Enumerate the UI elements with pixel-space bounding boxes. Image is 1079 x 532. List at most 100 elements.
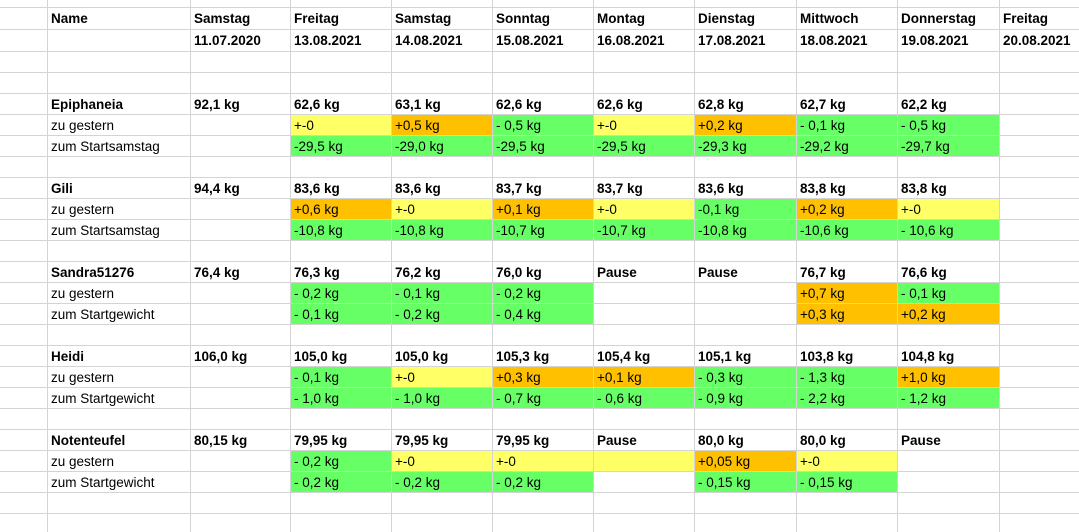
empty-cell[interactable] xyxy=(291,409,392,430)
weight-cell[interactable]: 104,8 kg xyxy=(898,346,1000,367)
empty-cell[interactable] xyxy=(493,493,594,514)
empty-cell[interactable] xyxy=(0,220,48,241)
weight-cell[interactable]: 62,6 kg xyxy=(493,94,594,115)
empty-cell[interactable] xyxy=(797,0,898,8)
empty-cell[interactable] xyxy=(695,73,797,94)
total-cell[interactable] xyxy=(695,304,797,325)
diff-cell[interactable] xyxy=(191,283,291,304)
person-name[interactable]: Epiphaneia xyxy=(48,94,191,115)
diff-cell[interactable]: +0,2 kg xyxy=(695,115,797,136)
total-cell[interactable] xyxy=(1000,472,1079,493)
diff-cell[interactable]: +-0 xyxy=(291,115,392,136)
total-cell[interactable]: +0,2 kg xyxy=(898,304,1000,325)
diff-cell[interactable] xyxy=(191,451,291,472)
diff-cell[interactable] xyxy=(1000,367,1079,388)
diff-cell[interactable] xyxy=(1000,283,1079,304)
empty-cell[interactable] xyxy=(191,514,291,532)
total-cell[interactable]: - 1,0 kg xyxy=(392,388,493,409)
total-cell[interactable]: -29,5 kg xyxy=(594,136,695,157)
empty-cell[interactable] xyxy=(594,73,695,94)
empty-cell[interactable] xyxy=(594,52,695,73)
diff-cell[interactable]: +0,3 kg xyxy=(493,367,594,388)
empty-cell[interactable] xyxy=(392,514,493,532)
empty-cell[interactable] xyxy=(898,52,1000,73)
empty-cell[interactable] xyxy=(0,199,48,220)
person-name[interactable]: Gili xyxy=(48,178,191,199)
weight-cell[interactable]: 83,6 kg xyxy=(695,178,797,199)
empty-cell[interactable] xyxy=(0,388,48,409)
empty-cell[interactable] xyxy=(0,409,48,430)
empty-cell[interactable] xyxy=(695,0,797,8)
diff-cell[interactable]: - 0,5 kg xyxy=(493,115,594,136)
empty-cell[interactable] xyxy=(0,304,48,325)
empty-cell[interactable] xyxy=(191,52,291,73)
empty-cell[interactable] xyxy=(898,409,1000,430)
total-cell[interactable]: - 2,2 kg xyxy=(797,388,898,409)
diff-cell[interactable]: - 0,3 kg xyxy=(695,367,797,388)
weight-cell[interactable]: 83,6 kg xyxy=(291,178,392,199)
weight-cell[interactable]: 80,0 kg xyxy=(695,430,797,451)
empty-cell[interactable] xyxy=(0,73,48,94)
empty-cell[interactable] xyxy=(797,157,898,178)
diff-cell[interactable]: +-0 xyxy=(493,451,594,472)
weight-cell[interactable]: 105,0 kg xyxy=(392,346,493,367)
total-cell[interactable]: -10,8 kg xyxy=(695,220,797,241)
weight-cell[interactable]: 76,6 kg xyxy=(898,262,1000,283)
total-cell[interactable]: - 0,2 kg xyxy=(392,304,493,325)
diff-cell[interactable]: - 0,5 kg xyxy=(898,115,1000,136)
total-cell[interactable] xyxy=(191,472,291,493)
weight-cell[interactable]: 62,6 kg xyxy=(291,94,392,115)
header-date[interactable]: 16.08.2021 xyxy=(594,30,695,52)
empty-cell[interactable] xyxy=(0,30,48,52)
total-cell[interactable] xyxy=(1000,304,1079,325)
diff-cell[interactable]: +-0 xyxy=(392,367,493,388)
total-label[interactable]: zum Startsamstag xyxy=(48,220,191,241)
empty-cell[interactable] xyxy=(191,493,291,514)
empty-cell[interactable] xyxy=(0,241,48,262)
empty-cell[interactable] xyxy=(191,0,291,8)
total-cell[interactable] xyxy=(191,136,291,157)
person-name[interactable]: Heidi xyxy=(48,346,191,367)
empty-cell[interactable] xyxy=(594,241,695,262)
header-date[interactable]: 11.07.2020 xyxy=(191,30,291,52)
diff-cell[interactable]: +0,1 kg xyxy=(493,199,594,220)
total-cell[interactable]: - 0,2 kg xyxy=(493,472,594,493)
header-day[interactable]: Dienstag xyxy=(695,8,797,30)
total-cell[interactable]: -10,7 kg xyxy=(594,220,695,241)
total-cell[interactable]: -29,3 kg xyxy=(695,136,797,157)
diff-cell[interactable]: +-0 xyxy=(898,199,1000,220)
weight-cell[interactable]: 105,0 kg xyxy=(291,346,392,367)
header-day[interactable]: Mittwoch xyxy=(797,8,898,30)
empty-cell[interactable] xyxy=(48,493,191,514)
diff-cell[interactable] xyxy=(898,451,1000,472)
total-label[interactable]: zum Startgewicht xyxy=(48,472,191,493)
total-cell[interactable]: -10,7 kg xyxy=(493,220,594,241)
empty-cell[interactable] xyxy=(291,52,392,73)
total-cell[interactable]: - 10,6 kg xyxy=(898,220,1000,241)
empty-cell[interactable] xyxy=(1000,241,1079,262)
empty-cell[interactable] xyxy=(797,493,898,514)
weight-cell[interactable]: 83,7 kg xyxy=(493,178,594,199)
total-label[interactable]: zum Startgewicht xyxy=(48,304,191,325)
empty-cell[interactable] xyxy=(0,94,48,115)
empty-cell[interactable] xyxy=(493,241,594,262)
total-cell[interactable]: -10,8 kg xyxy=(392,220,493,241)
empty-cell[interactable] xyxy=(797,241,898,262)
header-date[interactable]: 14.08.2021 xyxy=(392,30,493,52)
diff-cell[interactable] xyxy=(1000,451,1079,472)
empty-cell[interactable] xyxy=(0,472,48,493)
weight-cell[interactable]: 79,95 kg xyxy=(392,430,493,451)
total-cell[interactable]: - 0,7 kg xyxy=(493,388,594,409)
total-cell[interactable] xyxy=(594,304,695,325)
empty-cell[interactable] xyxy=(898,493,1000,514)
diff-label[interactable]: zu gestern xyxy=(48,451,191,472)
diff-label[interactable]: zu gestern xyxy=(48,283,191,304)
weight-cell[interactable]: 103,8 kg xyxy=(797,346,898,367)
weight-cell[interactable]: 94,4 kg xyxy=(191,178,291,199)
empty-cell[interactable] xyxy=(695,493,797,514)
empty-cell[interactable] xyxy=(291,325,392,346)
weight-cell[interactable]: 105,4 kg xyxy=(594,346,695,367)
empty-cell[interactable] xyxy=(594,514,695,532)
diff-label[interactable]: zu gestern xyxy=(48,199,191,220)
empty-cell[interactable] xyxy=(695,241,797,262)
